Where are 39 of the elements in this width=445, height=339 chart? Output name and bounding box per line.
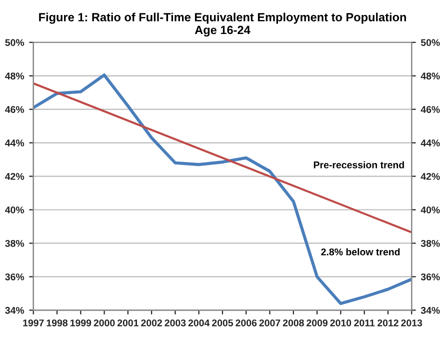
x-tick-label: 2004 (188, 319, 210, 326)
y2-tick-label: 46% (420, 106, 440, 113)
x-tick-label: 2000 (94, 319, 115, 326)
annotation: 2.8% below trend (321, 248, 400, 256)
x-tick-label: 2009 (306, 319, 328, 326)
y-tick-label: 50% (5, 39, 24, 46)
x-tick-label: 1999 (70, 319, 92, 326)
x-tick-label: 2011 (354, 319, 375, 326)
x-tick-label: 2006 (236, 319, 257, 326)
x-tick-label: 2001 (117, 319, 138, 326)
y2-tick-label: 48% (420, 72, 440, 80)
chart-title: Figure 1: Ratio of Full-Time Equivalent Employment to Population Age 16-24 (39, 12, 406, 37)
y2-tick-label: 40% (420, 206, 440, 214)
y2-tick-label: 50% (420, 39, 440, 46)
y2-tick-label: 42% (420, 173, 440, 180)
x-tick-label: 1997 (23, 319, 44, 326)
y2-tick-label: 36% (420, 273, 440, 280)
y2-tick-label: 34% (420, 306, 440, 314)
y-tick-label: 46% (5, 106, 24, 113)
annotation: Pre-recession trend (314, 161, 404, 168)
y-tick-label: 34% (5, 306, 24, 314)
line-series (33, 73, 412, 306)
y-tick-label: 48% (5, 72, 24, 80)
x-tick-label: 2013 (401, 319, 422, 326)
y-tick-label: 40% (5, 206, 24, 214)
x-tick-label: 2005 (212, 319, 234, 326)
x-tick-label: 2008 (282, 319, 304, 326)
y-tick-label: 42% (5, 173, 24, 180)
x-tick-label: 2003 (164, 319, 186, 326)
y2-tick-label: 38% (420, 240, 440, 247)
y-tick-label: 36% (5, 273, 24, 280)
y-tick-label: 38% (5, 240, 24, 247)
x-tick-label: 2012 (378, 319, 398, 326)
y-tick-label: 44% (5, 140, 24, 146)
x-tick-label: 2007 (259, 319, 280, 326)
x-tick-label: 2010 (330, 319, 352, 326)
y2-tick-label: 44% (420, 140, 440, 146)
x-tick-label: 1998 (46, 319, 68, 326)
x-tick-label: 2002 (141, 319, 162, 326)
